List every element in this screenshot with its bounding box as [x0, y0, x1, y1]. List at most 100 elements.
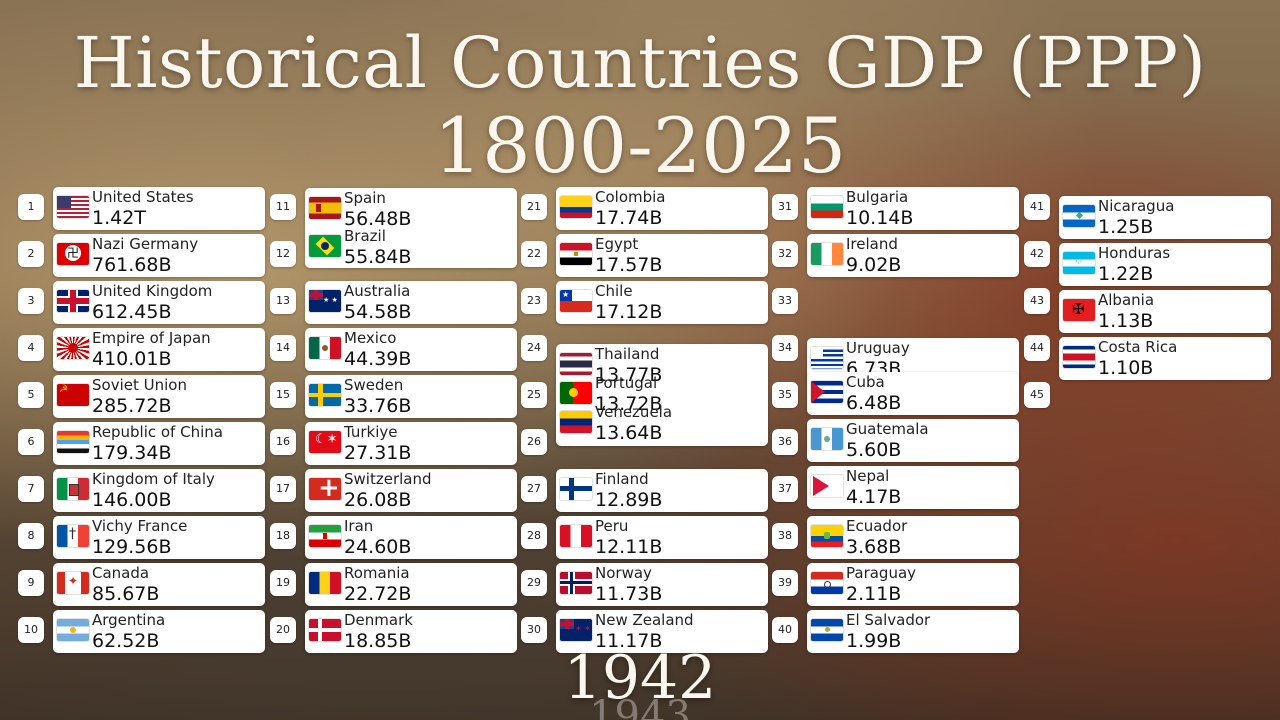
- gdp-value: 62.52B: [92, 630, 160, 652]
- country-card: United Kingdom 612.45B: [53, 281, 265, 324]
- country-card: Romania 22.72B: [305, 563, 517, 606]
- country-flag-icon: [811, 475, 843, 497]
- rank-badge: 40: [772, 617, 798, 643]
- country-name: Australia: [344, 282, 411, 300]
- list-item: Kingdom of Italy 146.00B: [53, 469, 265, 512]
- gdp-value: 85.67B: [92, 583, 160, 605]
- gdp-value: 27.31B: [344, 442, 412, 464]
- rank-badge: 37: [772, 476, 798, 502]
- country-name: Albania: [1098, 291, 1155, 309]
- country-name: Ecuador: [846, 517, 908, 535]
- rank-badge: 39: [772, 570, 798, 596]
- rank-badge: 35: [772, 382, 798, 408]
- gdp-value: 10.14B: [846, 207, 914, 229]
- country-card: Denmark 18.85B: [305, 610, 517, 653]
- country-card: Ireland 9.02B: [807, 234, 1019, 277]
- gdp-value: 13.77B: [595, 364, 663, 386]
- country-flag-icon: [57, 290, 89, 312]
- country-flag-icon: [309, 235, 341, 257]
- gdp-value: 17.74B: [595, 207, 663, 229]
- list-item: Portugal 13.72B: [556, 373, 768, 416]
- rank-badge: 10: [18, 617, 44, 643]
- country-flag-icon: [309, 337, 341, 359]
- country-name: Nicaragua: [1098, 197, 1175, 215]
- list-item: Denmark 18.85B: [305, 610, 517, 653]
- list-item: Finland 12.89B: [556, 469, 768, 512]
- rank-badge: 32: [772, 241, 798, 267]
- gdp-value: 612.45B: [92, 301, 172, 323]
- rank-badge: 29: [521, 570, 547, 596]
- gdp-value: 2.11B: [846, 583, 902, 605]
- country-name: Switzerland: [344, 470, 432, 488]
- country-flag-icon: [57, 384, 89, 406]
- country-name: Costa Rica: [1098, 338, 1178, 356]
- country-card: Paraguay 2.11B: [807, 563, 1019, 606]
- gdp-value: 12.89B: [595, 489, 663, 511]
- country-flag-icon: [811, 196, 843, 218]
- current-year-label: 1942: [563, 643, 717, 713]
- rank-badge: 28: [521, 523, 547, 549]
- country-card: Norway 11.73B: [556, 563, 768, 606]
- rank-badge: 2: [18, 241, 44, 267]
- list-item: Ireland 9.02B: [807, 234, 1019, 277]
- country-card: Empire of Japan 410.01B: [53, 328, 265, 371]
- rank-badge: 34: [772, 335, 798, 361]
- rank-badge: 7: [18, 476, 44, 502]
- gdp-value: 11.73B: [595, 583, 663, 605]
- country-name: Colombia: [595, 188, 666, 206]
- list-item: Paraguay 2.11B: [807, 563, 1019, 606]
- chart-title: Historical Countries GDP (PPP): [73, 22, 1207, 104]
- list-item: United States 1.42T: [53, 187, 265, 230]
- country-name: Venezuela: [595, 403, 673, 421]
- country-name: Sweden: [344, 376, 404, 394]
- rank-badge: 36: [772, 429, 798, 455]
- list-item: Mexico 44.39B: [305, 328, 517, 371]
- country-flag-icon: [1063, 299, 1095, 321]
- rank-badge: 13: [270, 288, 296, 314]
- country-flag-icon: [560, 353, 592, 375]
- country-name: Romania: [344, 564, 410, 582]
- country-name: Guatemala: [846, 420, 929, 438]
- country-flag-icon: [57, 619, 89, 641]
- country-card: Iran 24.60B: [305, 516, 517, 559]
- country-name: Republic of China: [92, 423, 223, 441]
- country-name: Iran: [344, 517, 374, 535]
- rank-badge: 14: [270, 335, 296, 361]
- rank-badge: 11: [270, 194, 296, 220]
- country-name: Soviet Union: [92, 376, 187, 394]
- rank-badge: 45: [1024, 382, 1050, 408]
- country-flag-icon: [1063, 252, 1095, 274]
- gdp-value: 56.48B: [344, 208, 412, 230]
- list-item: Nicaragua 1.25B: [1059, 196, 1271, 239]
- rank-badge: 26: [521, 429, 547, 455]
- rank-badge: 16: [270, 429, 296, 455]
- gdp-value: 17.57B: [595, 254, 663, 276]
- rank-badge: 17: [270, 476, 296, 502]
- country-name: Thailand: [595, 345, 660, 363]
- gdp-value: 13.64B: [595, 422, 663, 444]
- list-item: Brazil 55.84B: [305, 226, 517, 268]
- rank-badge: 15: [270, 382, 296, 408]
- rank-badge: 24: [521, 335, 547, 361]
- country-card: Mexico 44.39B: [305, 328, 517, 371]
- country-flag-icon: [309, 290, 341, 312]
- country-card: Thailand 13.77B Portugal 13.72B Venezuela 13.…: [556, 344, 768, 446]
- gdp-value: 3.68B: [846, 536, 902, 558]
- country-name: El Salvador: [846, 611, 931, 629]
- gdp-value: 24.60B: [344, 536, 412, 558]
- gdp-value: 761.68B: [92, 254, 172, 276]
- country-flag-icon: [560, 572, 592, 594]
- gdp-value: 9.02B: [846, 254, 902, 276]
- country-name: Finland: [595, 470, 649, 488]
- gdp-value: 179.34B: [92, 442, 172, 464]
- country-name: Mexico: [344, 329, 397, 347]
